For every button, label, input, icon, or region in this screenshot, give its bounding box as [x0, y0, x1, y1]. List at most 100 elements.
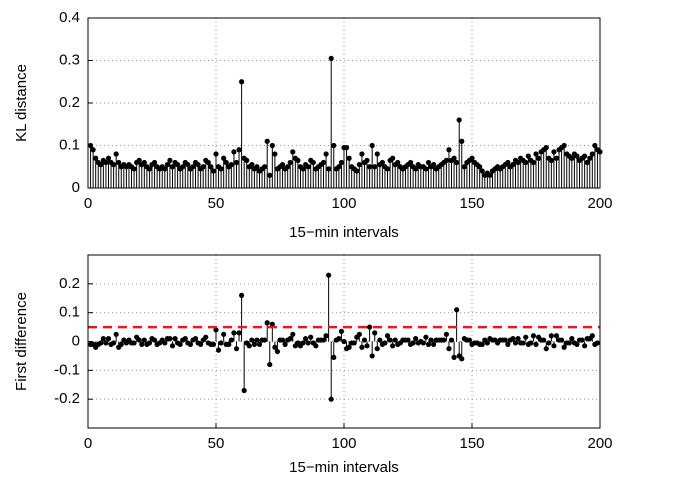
y-tick-label: 0.3 — [59, 51, 80, 68]
marker — [172, 336, 178, 342]
x-tick-label: 100 — [331, 195, 356, 212]
x-tick-label: 50 — [208, 435, 225, 452]
marker — [167, 157, 173, 163]
marker — [136, 337, 142, 343]
marker — [244, 157, 250, 163]
marker — [384, 333, 391, 339]
marker — [262, 337, 268, 343]
marker — [548, 157, 554, 163]
marker — [239, 79, 245, 85]
y-axis-label: KL distance — [13, 64, 30, 142]
marker — [326, 272, 332, 278]
marker — [103, 340, 109, 346]
marker — [454, 307, 460, 313]
marker — [407, 159, 414, 166]
marker — [221, 331, 227, 337]
marker — [328, 55, 334, 61]
marker — [431, 162, 437, 168]
marker — [231, 149, 237, 155]
marker — [364, 343, 370, 349]
marker — [533, 151, 539, 157]
marker — [551, 149, 557, 155]
marker — [372, 164, 378, 170]
marker — [331, 354, 337, 360]
marker — [100, 336, 106, 342]
marker — [361, 337, 368, 343]
marker — [290, 149, 296, 155]
marker — [520, 340, 526, 346]
marker — [343, 145, 350, 151]
marker — [279, 162, 286, 168]
marker — [451, 354, 457, 360]
marker — [236, 147, 242, 153]
marker — [446, 346, 452, 352]
axes-box — [87, 17, 601, 189]
marker — [287, 336, 293, 342]
marker — [287, 159, 293, 166]
marker — [431, 341, 437, 347]
marker — [269, 142, 275, 149]
marker — [338, 328, 345, 335]
marker — [510, 162, 516, 168]
marker — [530, 333, 537, 339]
marker — [141, 337, 147, 343]
marker — [553, 155, 560, 161]
marker — [236, 330, 242, 336]
x-tick-label: 100 — [331, 435, 356, 452]
marker — [254, 164, 260, 170]
marker — [566, 340, 572, 346]
marker — [251, 341, 257, 347]
marker — [105, 155, 112, 161]
marker — [477, 164, 483, 170]
marker — [336, 336, 342, 342]
marker — [116, 159, 122, 166]
marker — [300, 340, 306, 346]
marker — [162, 166, 168, 172]
x-tick-label: 200 — [587, 435, 612, 452]
marker — [425, 159, 432, 166]
marker — [579, 337, 585, 343]
y-tick-label: 0.2 — [59, 94, 80, 111]
marker — [379, 159, 385, 166]
marker — [305, 164, 311, 170]
x-tick-label: 0 — [84, 435, 92, 452]
y-tick-label: 0.1 — [59, 136, 80, 153]
marker — [390, 155, 396, 161]
marker — [443, 157, 449, 163]
marker — [305, 340, 311, 346]
marker — [354, 168, 360, 174]
marker — [272, 151, 278, 157]
marker — [111, 340, 117, 346]
marker — [543, 346, 549, 352]
marker — [215, 347, 222, 353]
y-axis-label: First difference — [13, 292, 30, 391]
marker — [103, 159, 109, 166]
marker — [387, 337, 393, 343]
marker — [574, 153, 580, 159]
marker — [346, 344, 352, 350]
marker — [413, 336, 419, 342]
marker — [589, 333, 595, 339]
marker — [326, 166, 332, 172]
marker — [323, 333, 329, 339]
marker — [479, 168, 485, 174]
marker — [269, 321, 275, 327]
marker — [523, 334, 529, 340]
marker — [331, 142, 337, 149]
marker — [226, 341, 232, 347]
marker — [359, 344, 365, 350]
marker — [456, 117, 462, 123]
marker — [233, 159, 240, 166]
marker — [533, 341, 539, 347]
marker — [203, 334, 209, 340]
marker — [295, 157, 301, 163]
marker — [262, 164, 268, 170]
marker — [592, 142, 598, 149]
x-tick-label: 200 — [587, 195, 612, 212]
marker — [249, 162, 255, 168]
marker — [405, 337, 411, 343]
marker — [528, 340, 534, 346]
marker — [328, 396, 334, 402]
marker — [198, 341, 204, 347]
marker — [382, 340, 388, 346]
